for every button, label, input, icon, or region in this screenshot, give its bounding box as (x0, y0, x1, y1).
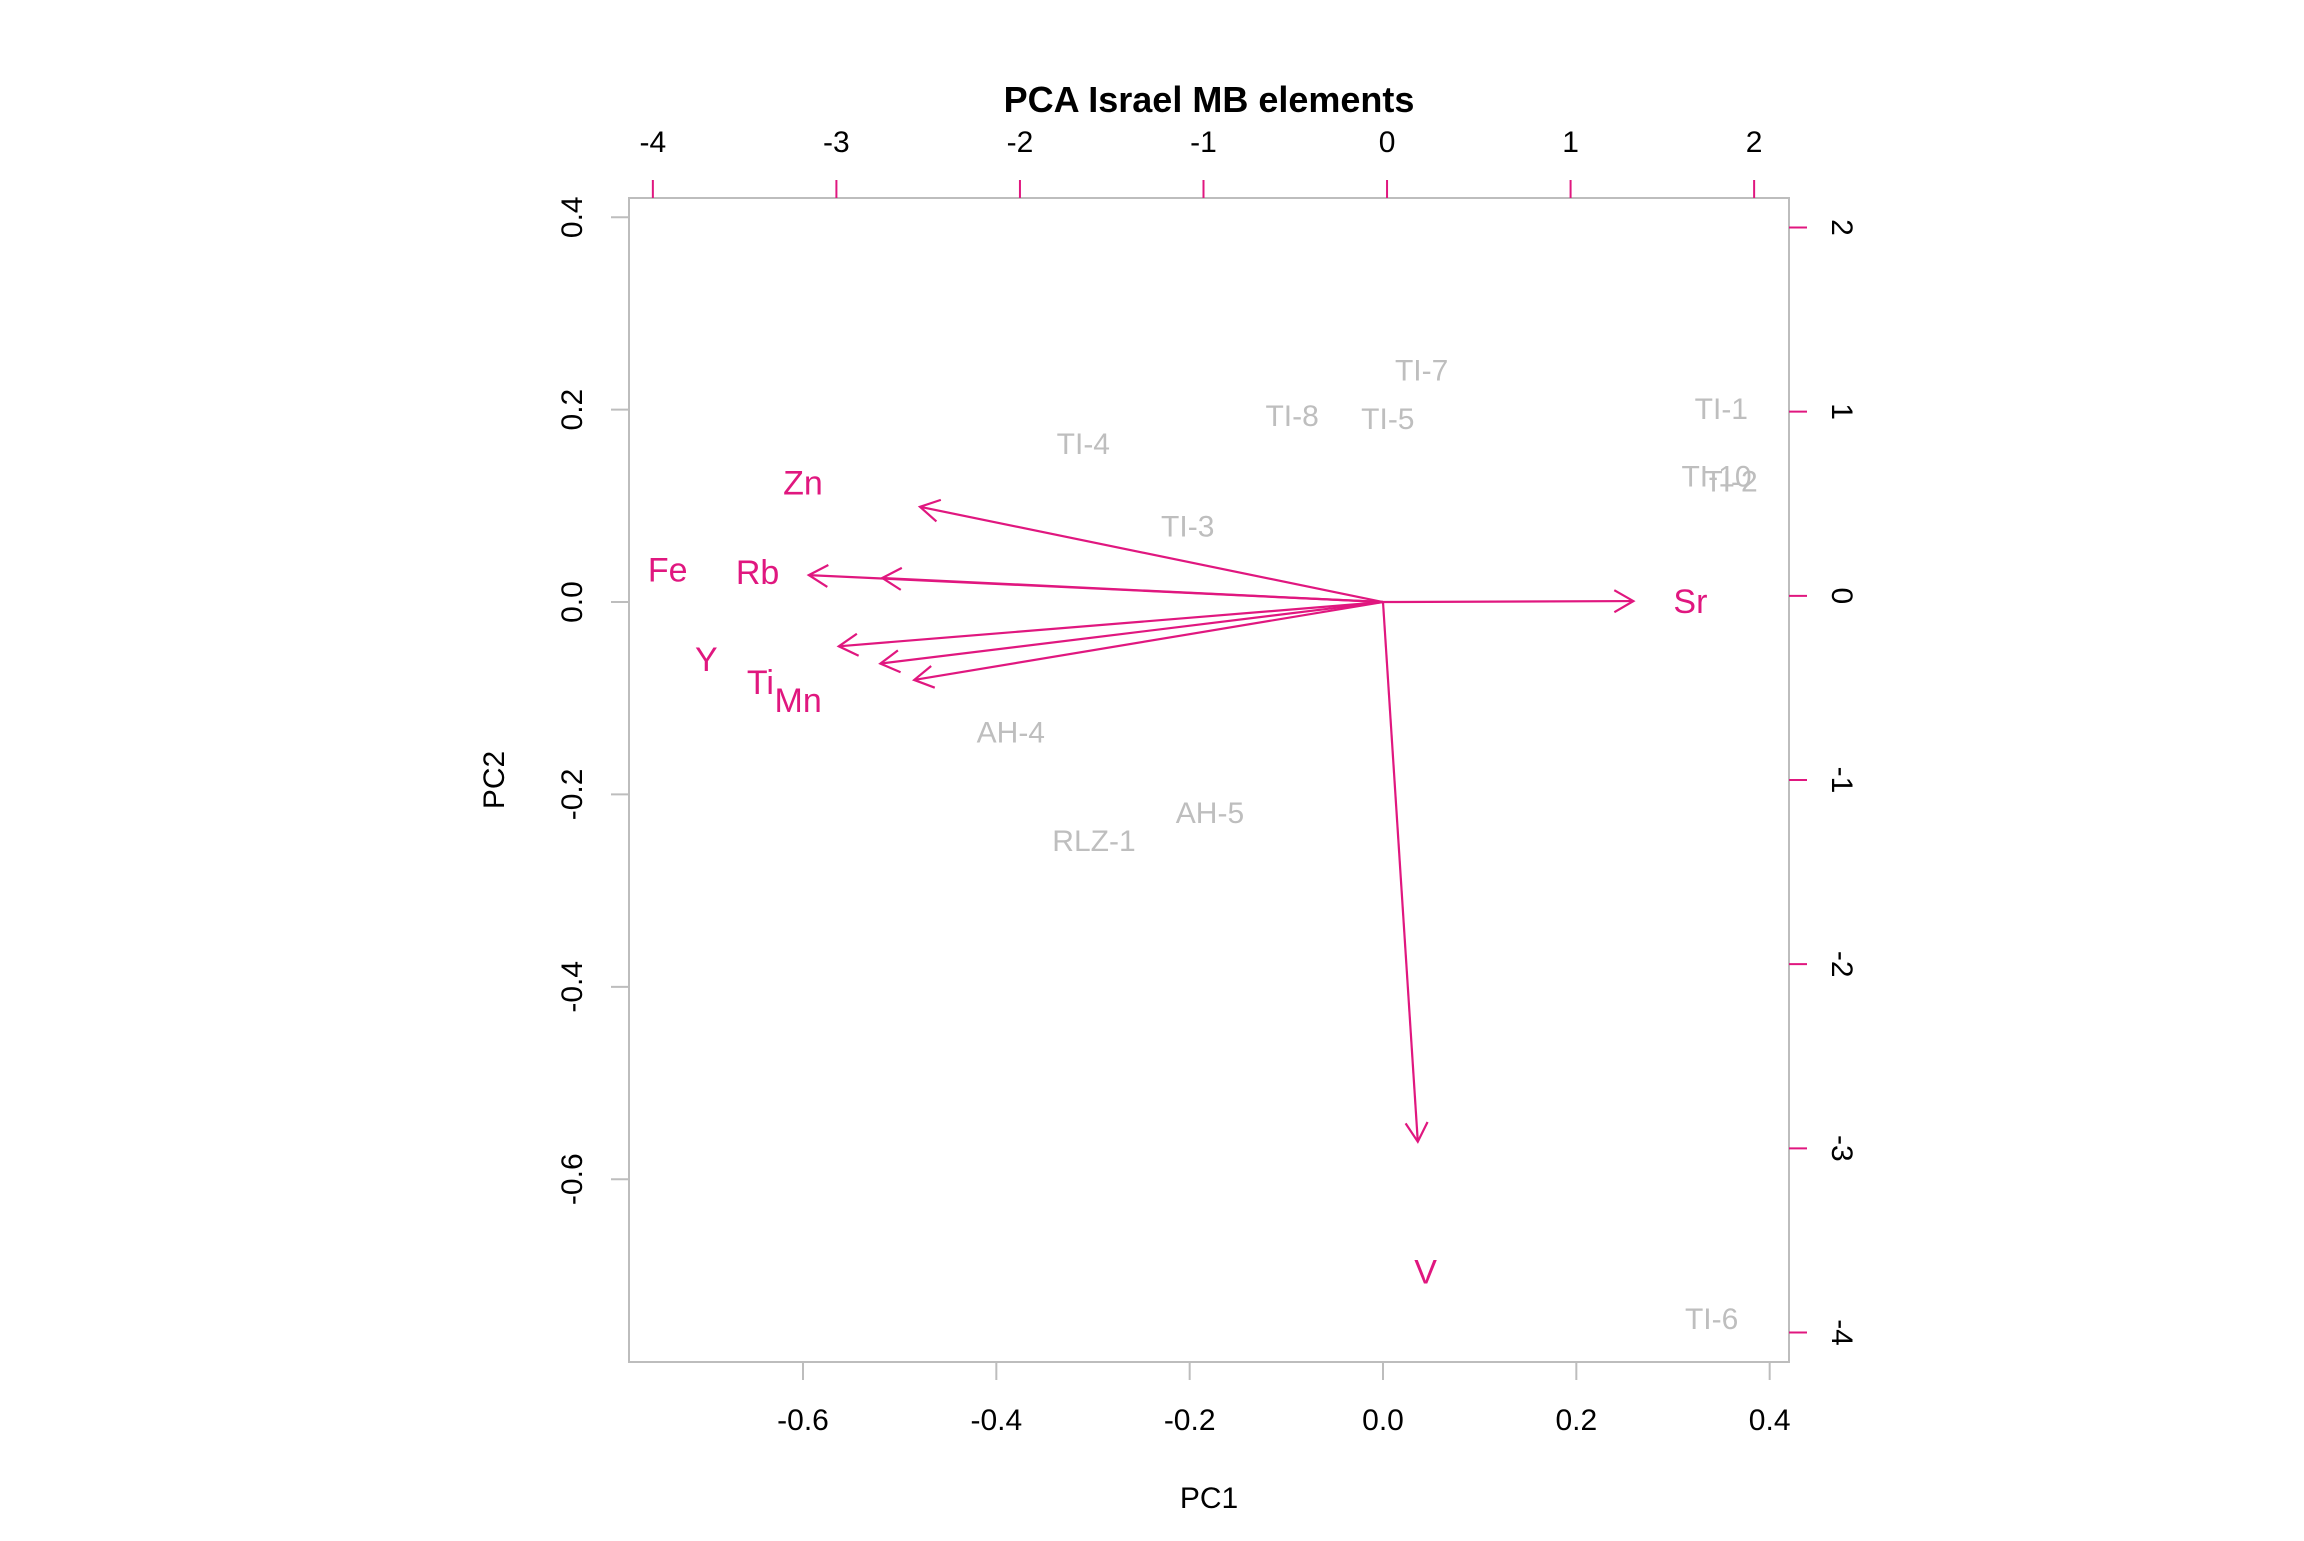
loading-label: Sr (1673, 583, 1707, 621)
loading-label: Mn (775, 682, 822, 720)
arrowhead (1613, 589, 1636, 614)
y-tick-label: 0.4 (556, 196, 589, 238)
right-tick-label: 0 (1825, 587, 1858, 604)
top-axis: -4 -3 -2 -1 0 1 2 (640, 126, 1763, 199)
y-tick-label: -0.2 (556, 769, 589, 821)
top-tick-label: -3 (823, 126, 850, 159)
top-tick-label: 1 (1562, 126, 1579, 159)
x-tick-label: -0.4 (970, 1404, 1022, 1437)
right-tick-label: 1 (1825, 403, 1858, 420)
top-tick-label: -2 (1007, 126, 1034, 159)
x-tick-label: 0.2 (1555, 1404, 1597, 1437)
sample-label: AH-5 (1176, 797, 1244, 830)
loading-arrow-zn (919, 505, 1384, 604)
arrowhead (911, 665, 936, 689)
x-tick-label: -0.2 (1164, 1404, 1216, 1437)
loading-label: Rb (736, 554, 779, 592)
right-tick-label: -2 (1825, 951, 1858, 978)
loading-arrow-v (1381, 601, 1419, 1142)
y-tick-label: -0.6 (556, 1153, 589, 1205)
loading-label: Fe (648, 551, 688, 589)
sample-label: TI-5 (1361, 403, 1414, 436)
right-axis: -4 -3 -2 -1 0 1 2 (1788, 219, 1858, 1346)
right-tick-label: 2 (1825, 219, 1858, 236)
right-tick-label: -3 (1825, 1135, 1858, 1162)
x-tick-label: 0.0 (1362, 1404, 1404, 1437)
chart-title: PCA Israel MB elements (1004, 79, 1415, 120)
sample-label: TI-7 (1395, 355, 1448, 388)
sample-label: AH-4 (977, 716, 1045, 749)
y-axis-label: PC2 (478, 751, 511, 809)
arrowhead (880, 566, 903, 591)
arrowhead (836, 632, 860, 657)
x-axis-label: PC1 (1180, 1482, 1238, 1515)
sample-label: TI-2 (1704, 465, 1757, 498)
loading-label: Y (695, 641, 718, 679)
y-tick-label: -0.4 (556, 961, 589, 1013)
arrowhead (806, 564, 829, 588)
bottom-axis: -0.6 -0.4 -0.2 0.0 0.2 0.4 (777, 1361, 1791, 1437)
loading-arrow-mn (913, 600, 1384, 682)
loading-arrow-y (838, 600, 1384, 648)
y-tick-label: 0.0 (556, 581, 589, 623)
loading-arrows: Sr Zn Fe Rb Y Ti Mn V (648, 465, 1708, 1292)
sample-label: TI-10 (1681, 460, 1751, 493)
sample-label: RLZ-1 (1052, 825, 1135, 858)
loading-arrow-sr (1382, 599, 1634, 604)
loading-label: V (1414, 1254, 1437, 1292)
loading-label: Ti (747, 664, 774, 702)
arrowhead (1404, 1121, 1429, 1144)
loading-arrow-rb (882, 576, 1384, 604)
right-tick-label: -4 (1825, 1319, 1858, 1346)
loading-label: Zn (783, 465, 823, 503)
y-tick-label: 0.2 (556, 389, 589, 431)
top-tick-label: 0 (1379, 126, 1396, 159)
right-tick-label: -1 (1825, 767, 1858, 794)
sample-label: TI-3 (1161, 510, 1214, 543)
arrowhead (878, 649, 902, 674)
sample-label: TI-8 (1265, 400, 1318, 433)
sample-label: TI-4 (1057, 428, 1110, 461)
loading-arrow-ti (880, 600, 1384, 665)
top-tick-label: -4 (640, 126, 667, 159)
top-tick-label: 2 (1746, 126, 1763, 159)
sample-label: TI-1 (1695, 393, 1748, 426)
sample-label: TI-6 (1685, 1303, 1738, 1336)
x-tick-label: 0.4 (1749, 1404, 1791, 1437)
x-tick-label: -0.6 (777, 1404, 829, 1437)
arrowhead (917, 498, 942, 523)
left-axis: -0.6 -0.4 -0.2 0.0 0.2 0.4 (556, 196, 630, 1205)
top-tick-label: -1 (1190, 126, 1217, 159)
